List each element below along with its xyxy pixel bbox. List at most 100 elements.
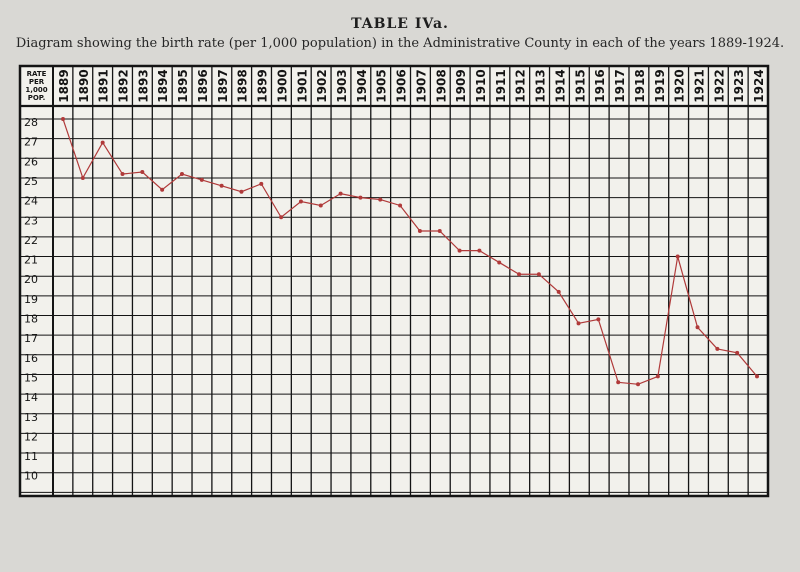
data-point — [437, 229, 442, 234]
x-tick-label: 1923 — [732, 69, 746, 102]
x-tick-label: 1918 — [633, 69, 647, 102]
x-tick-label: 1904 — [355, 69, 369, 102]
x-tick-label: 1894 — [156, 69, 170, 102]
y-tick-label: 15 — [24, 371, 38, 384]
series-line — [62, 118, 758, 385]
y-tick-label: 12 — [24, 430, 38, 443]
data-point — [417, 229, 422, 234]
rate-header-label: 1,000 — [25, 86, 47, 94]
x-tick-label: 1901 — [295, 69, 309, 102]
x-tick-label: 1905 — [375, 69, 389, 102]
data-point — [735, 350, 740, 355]
data-point — [715, 346, 720, 351]
data-point — [477, 248, 482, 253]
y-tick-label: 27 — [24, 136, 38, 149]
x-tick-label: 1891 — [97, 69, 111, 102]
x-tick-label: 1895 — [176, 69, 190, 102]
data-point — [536, 272, 541, 277]
data-point — [358, 195, 363, 200]
x-tick-label: 1896 — [196, 69, 210, 102]
x-tick-label: 1910 — [474, 69, 488, 102]
x-tick-label: 1900 — [275, 69, 289, 102]
x-tick-label: 1913 — [534, 69, 548, 102]
plot-area — [61, 117, 759, 387]
data-point — [259, 181, 264, 186]
data-point — [199, 177, 204, 182]
x-tick-label: 1919 — [653, 69, 667, 102]
y-tick-label: 22 — [24, 234, 38, 247]
x-tick-label: 1920 — [673, 69, 687, 102]
data-point — [80, 175, 85, 180]
x-tick-label: 1912 — [514, 69, 528, 102]
y-tick-label: 16 — [24, 352, 38, 365]
data-point — [457, 248, 462, 253]
x-tick-label: 1922 — [712, 69, 726, 102]
y-tick-label: 14 — [24, 391, 38, 404]
data-point — [298, 199, 303, 204]
data-point — [179, 172, 184, 177]
x-tick-label: 1908 — [434, 69, 448, 102]
rate-header-label: RATE — [27, 70, 47, 78]
y-tick-label: 13 — [24, 411, 38, 424]
data-point — [596, 317, 601, 322]
data-point — [636, 382, 641, 387]
data-point — [100, 140, 105, 145]
x-tick-label: 1902 — [315, 69, 329, 102]
x-tick-label: 1889 — [57, 69, 71, 102]
x-tick-label: 1898 — [236, 69, 250, 102]
x-tick-label: 1890 — [77, 69, 91, 102]
grid-lines — [20, 66, 768, 496]
x-tick-label: 1921 — [692, 69, 706, 102]
data-point — [219, 183, 224, 188]
y-tick-label: 25 — [24, 175, 38, 188]
x-tick-label: 1892 — [117, 69, 131, 102]
data-point — [695, 325, 700, 330]
data-point — [318, 203, 323, 208]
x-tick-label: 1911 — [494, 69, 508, 102]
x-tick-label: 1897 — [216, 69, 230, 102]
data-point — [239, 189, 244, 194]
x-tick-label: 1903 — [335, 69, 349, 102]
y-tick-label: 28 — [24, 116, 38, 129]
data-point — [61, 117, 65, 121]
data-point — [279, 215, 284, 220]
y-tick-label: 17 — [24, 332, 38, 345]
x-tick-label: 1909 — [454, 69, 468, 102]
data-point — [675, 254, 680, 259]
data-point — [576, 321, 581, 326]
chart-title: TABLE IVa. — [351, 16, 449, 32]
chart-paper — [18, 64, 770, 498]
x-tick-label: 1907 — [414, 69, 428, 102]
y-tick-label: 24 — [24, 195, 38, 208]
rate-header-label: POP. — [28, 94, 46, 102]
data-point — [616, 380, 621, 385]
chart-subtitle: Diagram showing the birth rate (per 1,00… — [15, 36, 785, 51]
rate-header-label: PER — [29, 78, 45, 86]
data-point — [120, 172, 125, 177]
y-axis-labels: 28 27 26 25 24 23 22 21 20 19 18 17 16 15 14 13 12 11 10 — [24, 116, 38, 483]
x-tick-label: 1917 — [613, 69, 627, 102]
data-point — [655, 374, 660, 379]
data-point — [398, 203, 403, 208]
y-tick-label: 20 — [24, 273, 38, 286]
x-tick-label: 1915 — [573, 69, 587, 102]
x-tick-label: 1893 — [136, 69, 150, 102]
y-tick-label: 10 — [24, 470, 38, 483]
y-tick-label: 26 — [24, 155, 38, 168]
data-point — [160, 187, 165, 192]
x-tick-label: 1899 — [256, 69, 270, 102]
data-point — [517, 272, 522, 277]
x-tick-label: 1916 — [593, 69, 607, 102]
data-point — [140, 170, 145, 175]
x-tick-label: 1906 — [395, 69, 409, 102]
data-point — [378, 197, 383, 202]
y-tick-label: 18 — [24, 313, 38, 326]
y-tick-label: 23 — [24, 214, 38, 227]
data-point — [556, 289, 561, 294]
x-tick-label: 1924 — [752, 69, 766, 102]
data-point — [497, 260, 502, 265]
x-tick-label: 1914 — [553, 69, 567, 102]
data-point — [338, 191, 343, 196]
